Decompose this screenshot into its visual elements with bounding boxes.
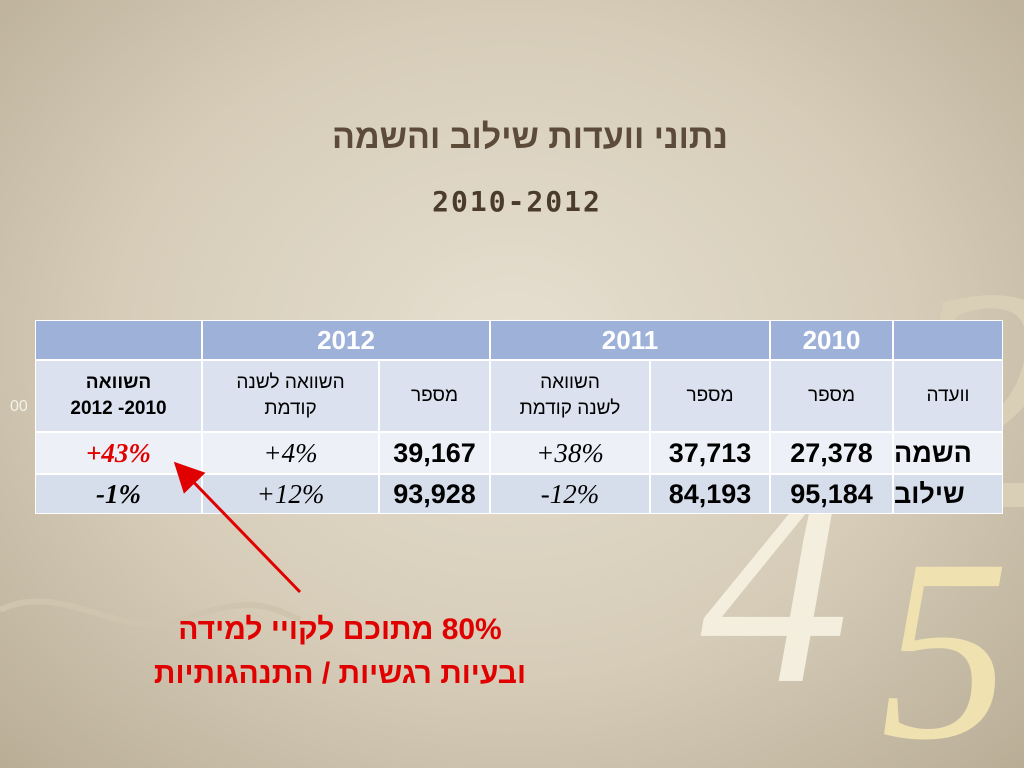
- table-cell: 39,167: [379, 432, 490, 474]
- table-cell: 93,928: [379, 474, 490, 514]
- table-cell: +38%: [490, 432, 650, 474]
- table-cell: 84,193: [650, 474, 770, 514]
- arrow-line: [173, 461, 302, 594]
- swirl: [0, 598, 302, 628]
- table-cell: 2011: [490, 320, 770, 360]
- table-cell: -12%: [490, 474, 650, 514]
- annotation-line: ובעיות רגשיות / התנהגותיות: [153, 657, 527, 690]
- title: נתוני וועדות שילוב והשמה: [332, 118, 728, 156]
- table-cell-empty: [893, 320, 1003, 360]
- annotation: 80% מתוכם לקויי למידה ובעיות רגשיות / הת…: [60, 608, 620, 696]
- table-cell: וועדה: [893, 360, 1003, 432]
- table-cell: 2012: [202, 320, 490, 360]
- table-cell: 2010: [770, 320, 893, 360]
- table-cell: מספר: [770, 360, 893, 432]
- table-cell: השוואה 2010- 2012: [35, 360, 202, 432]
- table-cell: +43%: [35, 432, 202, 474]
- table-cell: השוואה לשנה קודמת: [490, 360, 650, 432]
- table-cell: השמה: [893, 432, 1003, 474]
- table-cell: +4%: [202, 432, 379, 474]
- table-cell: 37,713: [650, 432, 770, 474]
- table-cell: השוואה לשנה קודמת: [202, 360, 379, 432]
- table-cell: 95,184: [770, 474, 893, 514]
- table-cell: +12%: [202, 474, 379, 514]
- table-cell: מספר: [650, 360, 770, 432]
- table-cell-empty: [35, 320, 202, 360]
- decor-digit: 5: [880, 506, 1010, 768]
- table-cell: שילוב: [893, 474, 1003, 514]
- annotation-line: 80% מתוכם לקויי למידה: [178, 613, 502, 646]
- decor-text: 00: [10, 398, 28, 415]
- table-cell: 27,378: [770, 432, 893, 474]
- table-cell: מספר: [379, 360, 490, 432]
- subtitle: 2010-2012: [432, 185, 602, 218]
